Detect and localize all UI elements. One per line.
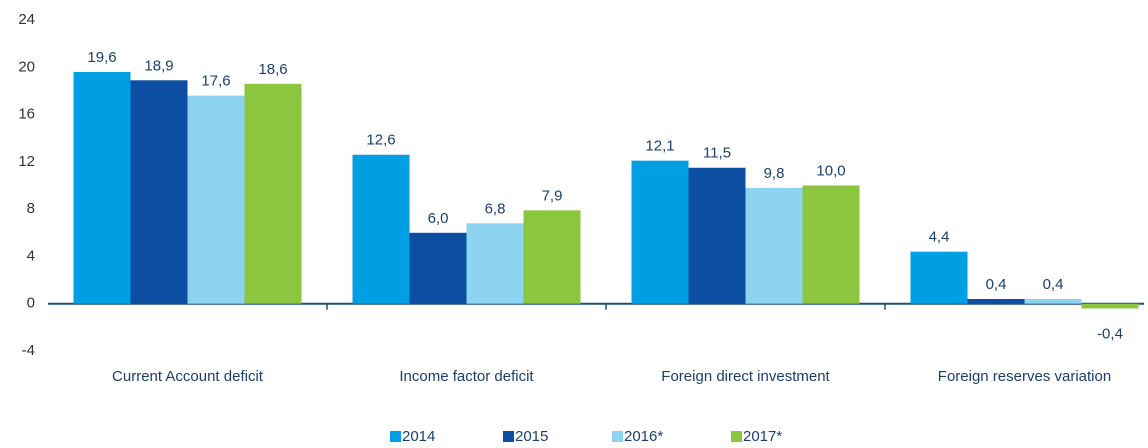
- y-tick-label: 24: [18, 11, 35, 28]
- legend-label: 2014: [402, 428, 435, 445]
- legend-label: 2016*: [624, 428, 663, 445]
- legend-swatch: [390, 431, 401, 442]
- legend-label: 2017*: [743, 428, 782, 445]
- value-label: 7,9: [542, 187, 563, 204]
- y-tick-label: -4: [22, 342, 35, 359]
- y-tick-label: 8: [27, 200, 35, 217]
- bar: [631, 160, 689, 304]
- value-label: 18,9: [144, 57, 173, 74]
- y-tick-label: 0: [27, 295, 35, 312]
- bar: [1024, 298, 1082, 304]
- value-label: 19,6: [87, 49, 116, 66]
- bar: [73, 72, 131, 304]
- value-label: 0,4: [986, 276, 1007, 293]
- value-label: 9,8: [764, 165, 785, 182]
- value-label: 6,0: [428, 210, 449, 227]
- value-label: 17,6: [201, 73, 230, 90]
- value-label: 11,5: [703, 145, 731, 162]
- bar: [967, 298, 1025, 304]
- x-tick-label: Foreign reserves variation: [938, 368, 1111, 385]
- bar: [187, 95, 245, 304]
- x-tick-label: Foreign direct investment: [661, 368, 830, 385]
- value-label: 12,1: [645, 138, 674, 155]
- y-tick-label: 16: [18, 106, 35, 123]
- bar: [523, 210, 581, 304]
- value-label: 4,4: [929, 229, 950, 246]
- value-label: 12,6: [366, 132, 395, 149]
- bar: [244, 83, 302, 304]
- value-label: 0,4: [1043, 276, 1064, 293]
- value-label: 6,8: [485, 200, 506, 217]
- bar: [466, 223, 524, 304]
- bar: [688, 167, 746, 304]
- bar: [802, 185, 860, 304]
- value-label: -0,4: [1097, 325, 1123, 342]
- y-tick-label: 12: [18, 153, 35, 170]
- y-tick-label: 4: [27, 247, 35, 264]
- x-tick-label: Income factor deficit: [399, 368, 534, 385]
- bar: [130, 80, 188, 304]
- bar: [910, 251, 968, 304]
- value-label: 18,6: [258, 61, 287, 78]
- bar: [409, 232, 467, 304]
- bar: [352, 154, 410, 304]
- legend-swatch: [612, 431, 623, 442]
- legend-label: 2015: [515, 428, 548, 445]
- legend-swatch: [503, 431, 514, 442]
- y-tick-label: 20: [18, 58, 35, 75]
- x-tick-label: Current Account deficit: [112, 368, 264, 385]
- bar: [1081, 303, 1139, 309]
- value-label: 10,0: [816, 162, 845, 179]
- legend-swatch: [731, 431, 742, 442]
- bar: [745, 187, 803, 304]
